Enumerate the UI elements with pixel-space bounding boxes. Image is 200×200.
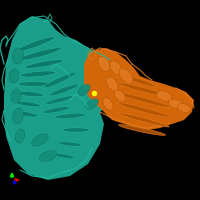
Ellipse shape <box>17 37 55 51</box>
Ellipse shape <box>156 91 172 101</box>
Ellipse shape <box>78 85 90 95</box>
Ellipse shape <box>103 98 113 110</box>
Ellipse shape <box>11 89 21 103</box>
Ellipse shape <box>119 125 165 135</box>
Ellipse shape <box>117 92 171 108</box>
Ellipse shape <box>44 72 76 88</box>
Ellipse shape <box>86 99 98 109</box>
Ellipse shape <box>42 107 70 113</box>
Ellipse shape <box>106 77 118 91</box>
Ellipse shape <box>119 68 133 84</box>
Ellipse shape <box>49 84 79 96</box>
Ellipse shape <box>32 134 48 146</box>
Ellipse shape <box>20 71 56 77</box>
Ellipse shape <box>9 69 19 83</box>
Ellipse shape <box>58 142 82 146</box>
Polygon shape <box>84 48 194 130</box>
Ellipse shape <box>118 103 170 117</box>
Ellipse shape <box>15 129 25 143</box>
Ellipse shape <box>114 90 126 102</box>
Ellipse shape <box>14 111 38 117</box>
Ellipse shape <box>24 60 64 68</box>
Ellipse shape <box>53 153 75 159</box>
Ellipse shape <box>15 101 41 107</box>
Ellipse shape <box>62 128 90 132</box>
Ellipse shape <box>54 113 86 119</box>
Ellipse shape <box>19 48 61 60</box>
Ellipse shape <box>117 82 171 98</box>
Ellipse shape <box>18 82 50 86</box>
Ellipse shape <box>13 108 23 124</box>
Ellipse shape <box>98 57 110 71</box>
Ellipse shape <box>177 104 191 112</box>
Ellipse shape <box>119 113 169 127</box>
Ellipse shape <box>12 48 24 64</box>
Ellipse shape <box>45 96 75 104</box>
Point <box>92 91 96 95</box>
Ellipse shape <box>110 61 122 75</box>
Ellipse shape <box>16 91 44 97</box>
Ellipse shape <box>115 73 157 87</box>
Polygon shape <box>4 16 116 180</box>
Ellipse shape <box>39 151 57 161</box>
Ellipse shape <box>168 99 184 109</box>
